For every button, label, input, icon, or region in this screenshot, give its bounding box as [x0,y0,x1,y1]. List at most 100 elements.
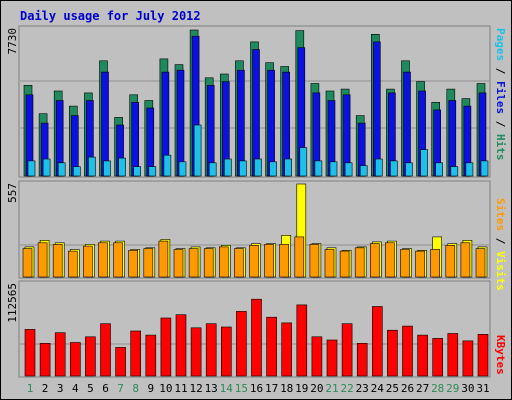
kbytes-bar [251,298,262,377]
x-tick-label: 5 [87,382,94,395]
pages-bar [314,160,323,177]
kbytes-bar [417,334,428,377]
sites-bar [294,236,305,278]
kbytes-bar [100,323,111,377]
legend-entry: Visits [494,251,507,291]
pages-bar [178,161,187,177]
bars [23,29,489,177]
kbytes-bar [266,316,277,377]
sites-bar [354,247,365,278]
x-tick-label: 19 [295,382,308,395]
sites-bar [430,249,441,278]
x-tick-label: 25 [386,382,399,395]
sites-bar [309,244,320,278]
x-tick-label: 14 [220,382,234,395]
kbytes-bar [205,323,217,377]
sites-bar [68,250,78,278]
legend-entry: Pages [494,28,507,61]
max-label: 7730 [6,28,19,55]
kbytes-bar [447,333,459,377]
kbytes-bar [402,325,413,377]
pages-bar [359,165,368,177]
x-tick-label: 1 [27,382,34,395]
pages-bar [435,162,444,177]
sites-bar [264,244,274,278]
kbytes-bar [24,329,36,377]
pages-bar [27,160,36,177]
files-bar [252,49,260,177]
x-tick-label: 2 [42,382,49,395]
kbytes-bar [341,323,353,377]
legend-entry: Hits [494,134,507,161]
x-tick-label: 16 [250,382,263,395]
kbytes-bar [221,326,232,377]
sites-bar [385,242,395,278]
kbytes-bar [145,334,157,377]
kbytes-bar [356,342,368,377]
kbytes-bar [311,336,323,377]
x-tick-label: 13 [205,382,218,395]
files-bar [101,71,109,177]
kbytes-bar [432,338,444,377]
files-bar [176,69,185,177]
x-tick-label: 18 [280,382,293,395]
x-tick-label: 4 [72,382,79,395]
x-tick-label: 24 [371,382,385,395]
pages-bar [254,158,262,177]
kbytes-bar [326,339,338,377]
kbytes-bar [39,342,51,377]
pages-bar [57,162,66,177]
pages-bar [390,160,398,177]
legend-entry: Files [494,81,507,114]
x-tick-label: 20 [310,382,323,395]
files-bar [267,69,275,177]
legend-entry: / [494,114,507,134]
sites-bar [158,240,169,278]
files-bar [237,69,245,177]
legend-entry: KBytes [494,335,507,375]
kbytes-bar [462,340,474,377]
sites-bar [203,248,214,278]
x-tick-label: 23 [356,382,369,395]
right-legend: KBytes [494,335,507,375]
x-tick-label: 6 [102,382,109,395]
kbytes-bar [85,336,96,377]
sites-bar [98,242,108,278]
legend-entry: Sites [494,198,507,231]
sites-bar [113,242,123,278]
max-label: 112565 [6,283,19,323]
kbytes-bar [70,342,81,377]
x-tick-label: 17 [265,382,278,395]
sites-bar [460,242,471,278]
x-tick-label: 29 [446,382,459,395]
x-tick-label: 12 [189,382,202,395]
pages-bar [88,156,96,177]
x-tick-label: 30 [461,382,474,395]
pages-bar [148,166,157,177]
x-tick-label: 11 [174,382,187,395]
files-bar [206,85,215,177]
legend-entry: / [494,231,507,251]
pages-bar [420,149,428,177]
sites-bar [234,248,244,278]
x-tick-label: 3 [57,382,64,395]
sites-bar [83,245,93,278]
pages-bar [450,166,459,177]
pages-bar [103,160,111,177]
kbytes-bar [387,329,398,377]
bars [24,298,489,377]
kbytes-bar [54,332,66,377]
x-tick-label: 21 [325,382,338,395]
sites-bar [400,249,410,278]
kbytes-bar [130,330,141,377]
x-tick-label: 26 [401,382,414,395]
kbytes-bar [281,322,293,377]
pages-bar [193,124,202,177]
kbytes-bar [236,311,247,377]
x-tick-label: 27 [416,382,429,395]
pages-bar [329,161,338,177]
sites-bar [219,246,229,278]
pages-bar [163,154,172,177]
sites-bar [128,250,138,278]
sites-bar [143,248,154,278]
